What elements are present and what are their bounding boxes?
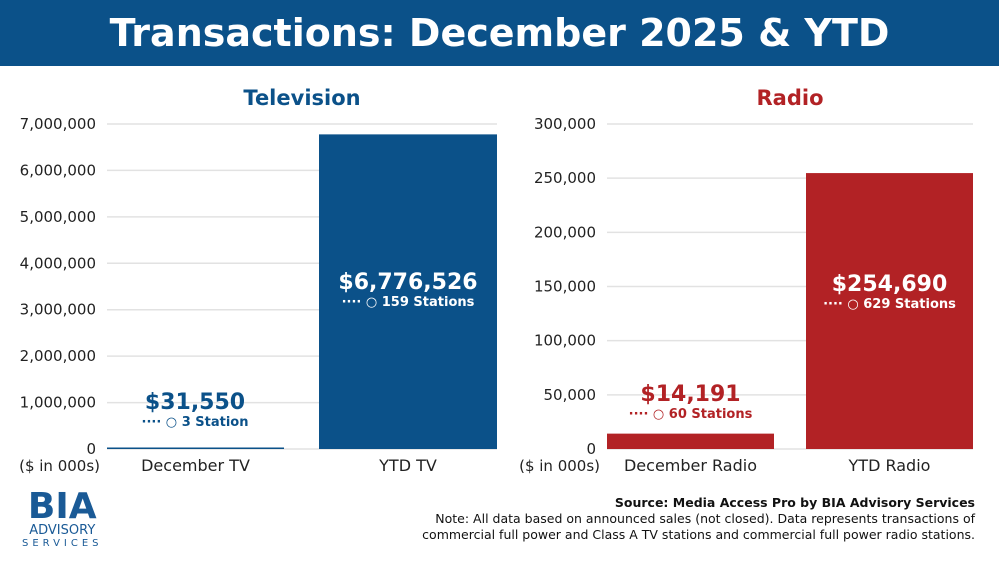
tv-bar (319, 134, 497, 449)
radio-y-tick: 250,000 (534, 169, 596, 187)
radio-x-tick: YTD Radio (848, 456, 931, 475)
radio-y-tick: 200,000 (534, 223, 596, 241)
tv-y-tick: 3,000,000 (20, 301, 96, 319)
dotted-marker-icon: ···· ○ (823, 297, 864, 312)
tv-x-tick: YTD TV (378, 456, 437, 475)
tv-y-tick: 5,000,000 (20, 208, 96, 226)
radio-dec-label: $14,191 ···· ○ 60 Stations (607, 382, 774, 422)
radio-y-tick: 100,000 (534, 332, 596, 350)
radio-y-tick: 150,000 (534, 278, 596, 296)
note-line-2: commercial full power and Class A TV sta… (422, 527, 975, 542)
radio-x-tick: December Radio (624, 456, 757, 475)
radio-chart-title: Radio (756, 86, 824, 110)
data-label: $14,191 (640, 382, 741, 407)
data-label: $254,690 (831, 272, 948, 297)
radio-y-tick: 50,000 (544, 386, 597, 404)
tv-y-tick: 7,000,000 (20, 115, 96, 133)
tv-x-tick: December TV (141, 456, 250, 475)
logo-line2: SERVICES (22, 538, 103, 549)
radio-ytd-label: $254,690 ···· ○ 629 Stations (806, 272, 973, 312)
tv-y-tick: 0 (86, 440, 96, 458)
bia-logo: BIA ADVISORY SERVICES (22, 486, 103, 550)
tv-chart-title: Television (243, 86, 361, 110)
dotted-marker-icon: ···· ○ (341, 295, 382, 310)
tv-y-tick: 1,000,000 (20, 394, 96, 412)
page-title: Transactions: December 2025 & YTD (0, 0, 999, 66)
tv-dec-label: $31,550 ···· ○ 3 Station (110, 390, 280, 430)
tv-y-tick: 6,000,000 (20, 161, 96, 179)
station-label: 159 Stations (381, 295, 475, 310)
dotted-marker-icon: ···· ○ (141, 415, 182, 430)
source: Source: Media Access Pro by BIA Advisory… (614, 495, 975, 510)
tv-y-tick: 4,000,000 (20, 254, 96, 272)
station-label: 629 Stations (863, 297, 956, 312)
data-label: $6,776,526 (338, 270, 478, 295)
radio-bar (806, 173, 973, 450)
tv-bar (107, 447, 284, 449)
tv-y-axis-label: ($ in 000s) (19, 457, 100, 475)
note-line-1: Note: All data based on announced sales … (435, 511, 975, 526)
radio-bar (607, 433, 774, 449)
logo-main: BIA (27, 486, 97, 527)
radio-y-tick: 300,000 (534, 115, 596, 133)
station-label: 60 Stations (668, 407, 753, 422)
dotted-marker-icon: ···· ○ (628, 407, 669, 422)
station-label: 3 Station (181, 415, 249, 430)
radio-y-tick: 0 (586, 440, 596, 458)
radio-y-axis-label: ($ in 000s) (519, 457, 600, 475)
data-label: $31,550 (144, 390, 246, 415)
source-note: Source: Media Access Pro by BIA Advisory… (422, 495, 975, 543)
tv-y-tick: 2,000,000 (20, 347, 96, 365)
logo-line1: ADVISORY (29, 523, 96, 538)
tv-ytd-label: $6,776,526 ···· ○ 159 Stations (319, 270, 497, 310)
